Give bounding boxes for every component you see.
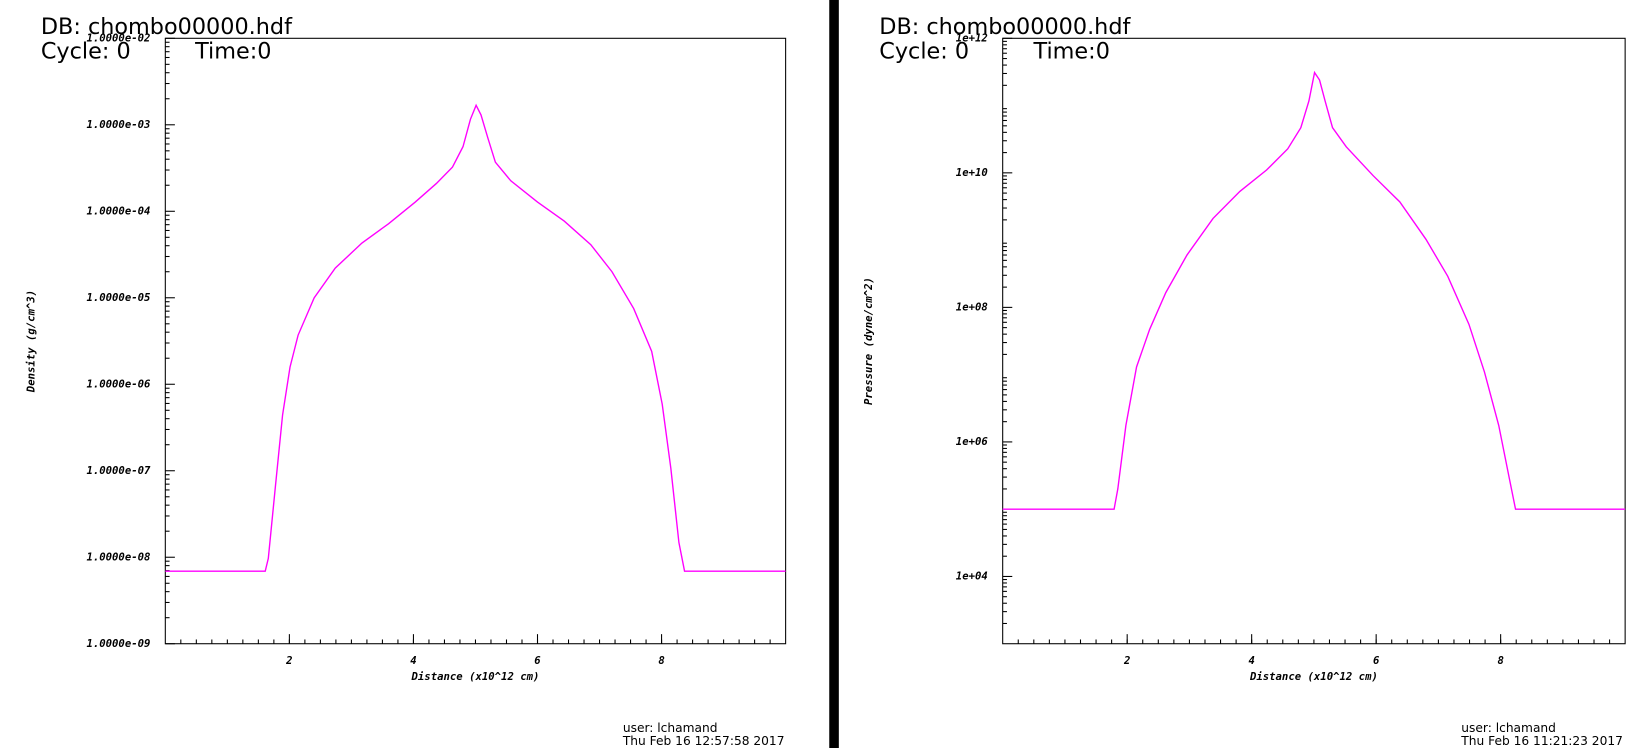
x-tick-label: 4 [410,654,416,667]
cycle: Cycle: 0 [879,39,969,65]
x-tick-label: 6 [534,654,541,667]
y-tick-label: 1.0000e-02 [86,31,150,44]
x-tick-label: 6 [1373,654,1380,667]
x-tick-label: 2 [1123,654,1130,667]
y-tick-label: 1.0000e-05 [86,291,150,304]
y-axis-label: Density (g/cm^3) [24,290,37,393]
y-tick-label: 1e+06 [956,435,989,448]
divider [829,0,839,748]
plot-frame [164,37,787,645]
y-tick-label: 1.0000e-09 [86,637,150,650]
y-tick-label: 1e+08 [956,301,988,314]
x-axis-label: Distance (x10^12 cm) [1249,670,1378,683]
x-axis-label: Distance (x10^12 cm) [411,670,540,683]
y-tick-label: 1.0000e-07 [86,464,151,477]
db-title: DB: chombo00000.hdf [879,14,1131,40]
y-tick-label: 1e+10 [956,166,988,179]
y-tick-label: 1.0000e-03 [86,118,150,131]
db-title: DB: chombo00000.hdf [41,14,293,40]
x-tick-label: 4 [1248,654,1254,667]
y-axis-label: Pressure (dyne/cm^2) [862,277,875,405]
time: Time:0 [194,39,271,65]
date: Thu Feb 16 12:57:58 2017 [622,734,785,748]
y-tick-label: 1e+12 [956,31,988,44]
y-tick-label: 1.0000e-04 [86,204,150,217]
x-tick-label: 8 [1497,654,1503,667]
line-series [165,103,786,572]
user: user: lchamand [623,721,718,735]
y-tick-label: 1.0000e-08 [86,550,150,563]
plot-frame [1002,37,1626,645]
date: Thu Feb 16 11:21:23 2017 [1460,734,1623,748]
y-tick-label: 1.0000e-06 [86,377,151,390]
x-tick-label: 8 [658,654,664,667]
x-tick-label: 2 [285,654,292,667]
line-series [1002,70,1626,510]
user: user: lchamand [1461,721,1556,735]
time: Time:0 [1033,39,1110,65]
cycle: Cycle: 0 [41,39,131,65]
y-tick-label: 1e+04 [956,570,988,583]
